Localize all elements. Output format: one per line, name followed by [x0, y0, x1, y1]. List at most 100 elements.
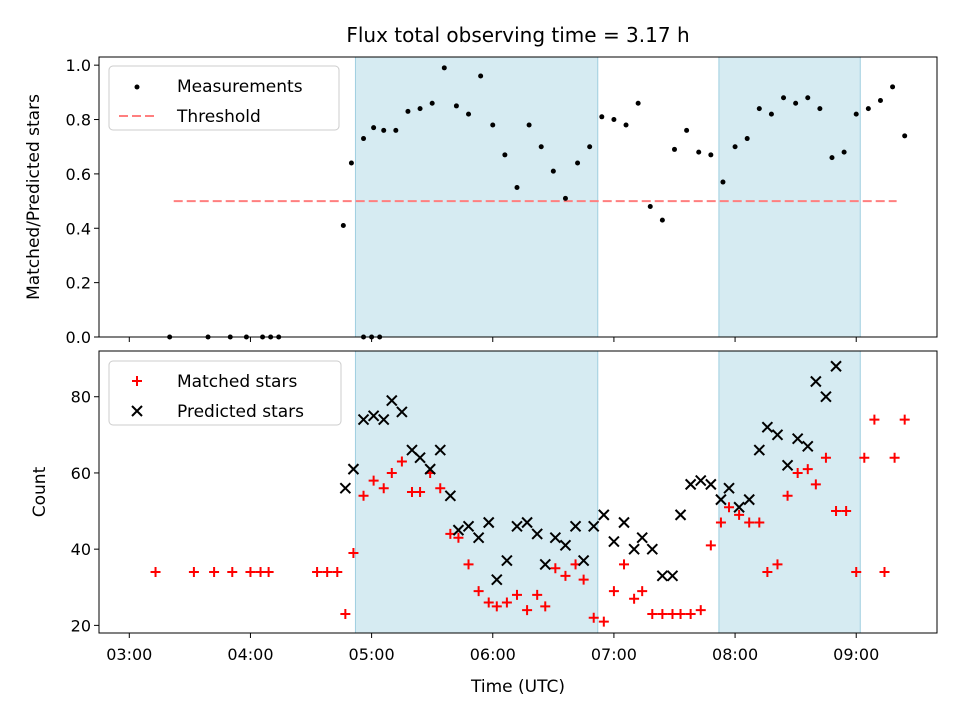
legend-marker-predicted: [131, 405, 143, 417]
matched-star-point: [560, 570, 571, 581]
matched-star-point: [685, 608, 696, 619]
matched-star-point: [724, 502, 735, 513]
measurement-point: [405, 108, 411, 114]
matched-star-point: [550, 563, 561, 574]
y-tick-label: 0.2: [66, 274, 91, 293]
axes-frame: [98, 350, 938, 634]
predicted-star-point: [733, 501, 745, 513]
predicted-star-point: [684, 478, 697, 491]
x-axis-label: Time (UTC): [470, 677, 565, 697]
measurement-point: [793, 100, 799, 106]
matched-star-point: [754, 517, 765, 528]
y-tick-label: 20: [71, 616, 91, 635]
measurement-point: [708, 152, 714, 158]
shaded-interval-0: [354, 350, 599, 634]
legend-label: Threshold: [176, 107, 261, 127]
predicted-star-point: [559, 539, 572, 552]
x-tick-label: 08:00: [712, 645, 758, 664]
predicted-star-point: [521, 516, 533, 529]
matched-star-point: [348, 547, 359, 558]
measurement-point: [671, 146, 677, 152]
predicted-star-point: [511, 520, 523, 533]
measurement-point: [865, 106, 871, 112]
measurement-point: [853, 111, 859, 117]
matched-star-point: [322, 567, 333, 578]
measurement-point: [744, 136, 750, 142]
matched-star-point: [675, 608, 686, 619]
legend-marker-matched: [132, 376, 142, 386]
predicted-star-point: [414, 451, 426, 464]
predicted-star-point: [472, 532, 485, 544]
matched-star-point: [150, 567, 161, 578]
chart-title: Flux total observing time = 3.17 h: [346, 23, 689, 47]
measurement-point: [514, 184, 520, 190]
shaded-interval-1: [718, 350, 861, 634]
predicted-star-point: [367, 410, 380, 422]
predicted-star-point: [569, 520, 582, 533]
matched-star-point: [899, 414, 910, 425]
measurement-point: [768, 111, 774, 117]
bottom-y-axis-label: Count: [30, 466, 50, 517]
matched-star-point: [340, 608, 351, 619]
matched-star-point: [841, 506, 852, 517]
predicted-star-point: [705, 478, 717, 491]
matched-star-point: [637, 586, 648, 597]
y-tick-label: 0.4: [66, 219, 91, 238]
measurement-point: [340, 223, 346, 229]
predicted-star-point: [618, 516, 630, 529]
legend-label: Measurements: [177, 77, 303, 97]
matched-star-point: [473, 586, 484, 597]
matched-star-point: [792, 467, 803, 478]
matched-star-point: [598, 616, 609, 627]
measurement-point: [381, 127, 387, 133]
x-tick-label: 05:00: [349, 645, 395, 664]
matched-star-point: [188, 567, 199, 578]
matched-star-point: [522, 605, 533, 616]
measurement-point: [429, 100, 435, 106]
measurement-point: [877, 97, 883, 103]
matched-star-point: [889, 452, 900, 463]
measurement-point: [696, 149, 702, 155]
predicted-star-point: [820, 391, 832, 403]
matched-star-point: [227, 567, 238, 578]
matched-star-point: [629, 593, 640, 604]
measurement-point: [361, 136, 367, 142]
matched-star-point: [782, 490, 793, 501]
matched-star-point: [245, 567, 256, 578]
predicted-star-point: [357, 413, 370, 426]
predicted-star-point: [577, 554, 590, 567]
predicted-star-point: [791, 432, 804, 445]
predicted-star-point: [761, 421, 774, 433]
y-tick-label: 0.8: [66, 111, 91, 130]
matched-star-point: [435, 483, 446, 494]
matched-star-point: [386, 467, 397, 478]
measurement-point: [587, 144, 593, 150]
measurement-point: [417, 106, 423, 112]
matched-star-point: [715, 517, 726, 528]
matched-star-point: [578, 574, 589, 585]
predicted-star-point: [452, 524, 465, 536]
x-tick-label: 07:00: [591, 645, 637, 664]
legend-label: Matched stars: [177, 372, 297, 392]
predicted-star-point: [636, 532, 648, 544]
measurement-point: [829, 155, 835, 161]
matched-star-point: [734, 509, 745, 520]
measurement-point: [575, 160, 581, 166]
measurement-point: [599, 114, 605, 120]
y-tick-label: 80: [71, 388, 91, 407]
measurement-point: [647, 204, 653, 210]
y-tick-label: 1.0: [66, 56, 91, 75]
predicted-star-point: [539, 558, 551, 571]
matched-star-point: [396, 456, 407, 467]
matched-star-point: [879, 567, 890, 578]
matched-star-point: [762, 567, 773, 578]
top-panel: 0.0 0.2 0.4 0.6 0.8 1.0 Measurements Threshold: [66, 56, 938, 347]
matched-star-point: [831, 506, 842, 517]
matched-star-point: [332, 567, 343, 578]
predicted-star-point: [666, 570, 679, 582]
measurement-point: [623, 122, 629, 128]
predicted-star-point: [830, 360, 842, 372]
measurement-point: [550, 168, 556, 174]
measurement-point: [538, 144, 544, 150]
legend-label: Predicted stars: [177, 402, 304, 422]
